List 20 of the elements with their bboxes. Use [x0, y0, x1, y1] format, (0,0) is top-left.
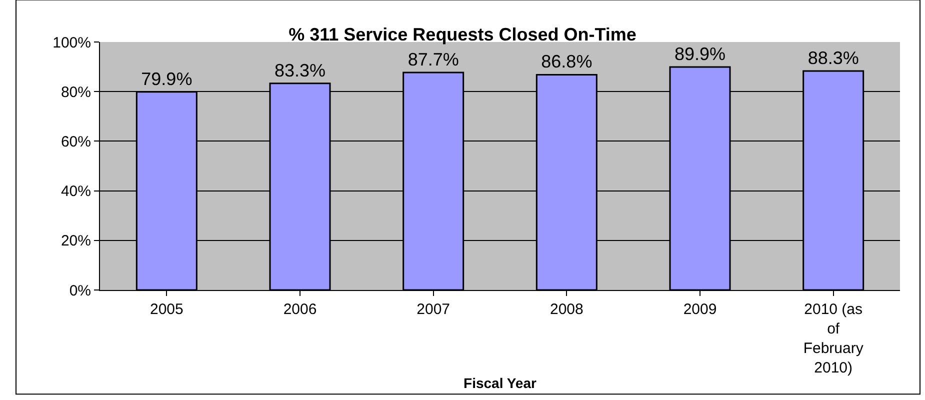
data-label: 86.8%: [541, 52, 592, 72]
x-tick-label: 2007: [416, 301, 450, 318]
x-axis-title: Fiscal Year: [464, 374, 538, 391]
x-tick-label: 2010 (as of February 2010): [803, 301, 864, 376]
y-tick-label: 0%: [69, 282, 91, 300]
x-tick-label: 2009: [683, 301, 717, 318]
chart-title: % 311 Service Requests Closed On-Time: [288, 24, 636, 45]
y-tick-label: 20%: [60, 232, 91, 250]
x-tick-label: 2008: [550, 301, 584, 318]
data-label: 83.3%: [274, 60, 326, 80]
x-tick-label: 2005: [150, 301, 184, 318]
data-label: 87.7%: [408, 50, 459, 70]
y-tick-label: 60%: [60, 133, 91, 150]
data-label: 79.9%: [141, 68, 192, 89]
y-tick-label: 40%: [60, 183, 91, 200]
x-tick-label: 2006: [283, 301, 317, 318]
y-tick-label: 80%: [60, 84, 91, 101]
data-label: 89.9%: [674, 44, 726, 64]
y-tick-label: 100%: [52, 34, 91, 52]
data-label: 88.3%: [808, 48, 859, 68]
